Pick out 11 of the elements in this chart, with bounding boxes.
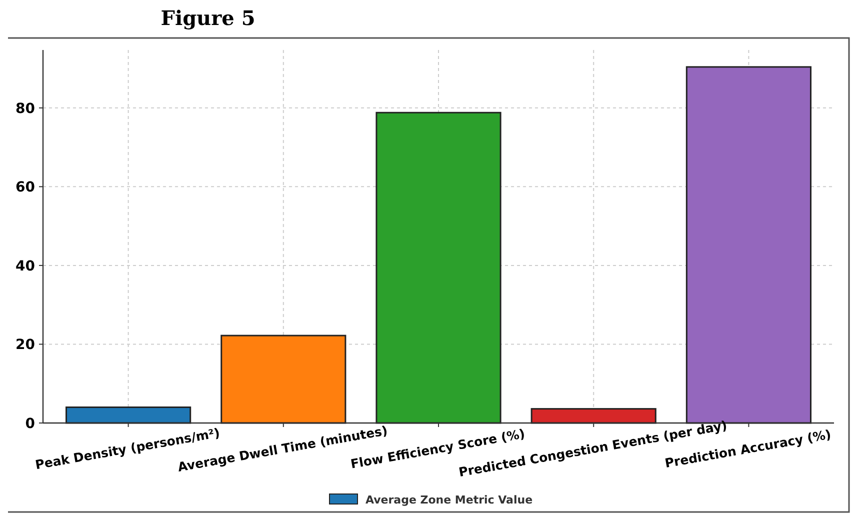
bar xyxy=(66,406,192,424)
y-tick-label: 60 xyxy=(16,180,36,196)
y-tick-label: 20 xyxy=(16,337,36,354)
legend-label: Average Zone Metric Value xyxy=(366,493,533,506)
chart-title: Figure 5 xyxy=(160,6,256,30)
bar xyxy=(530,408,656,424)
y-tick-label: 0 xyxy=(25,416,36,432)
y-tick-label: 80 xyxy=(16,100,36,117)
y-tick-label: 40 xyxy=(16,258,36,274)
bar xyxy=(376,112,502,424)
bar xyxy=(220,334,346,424)
